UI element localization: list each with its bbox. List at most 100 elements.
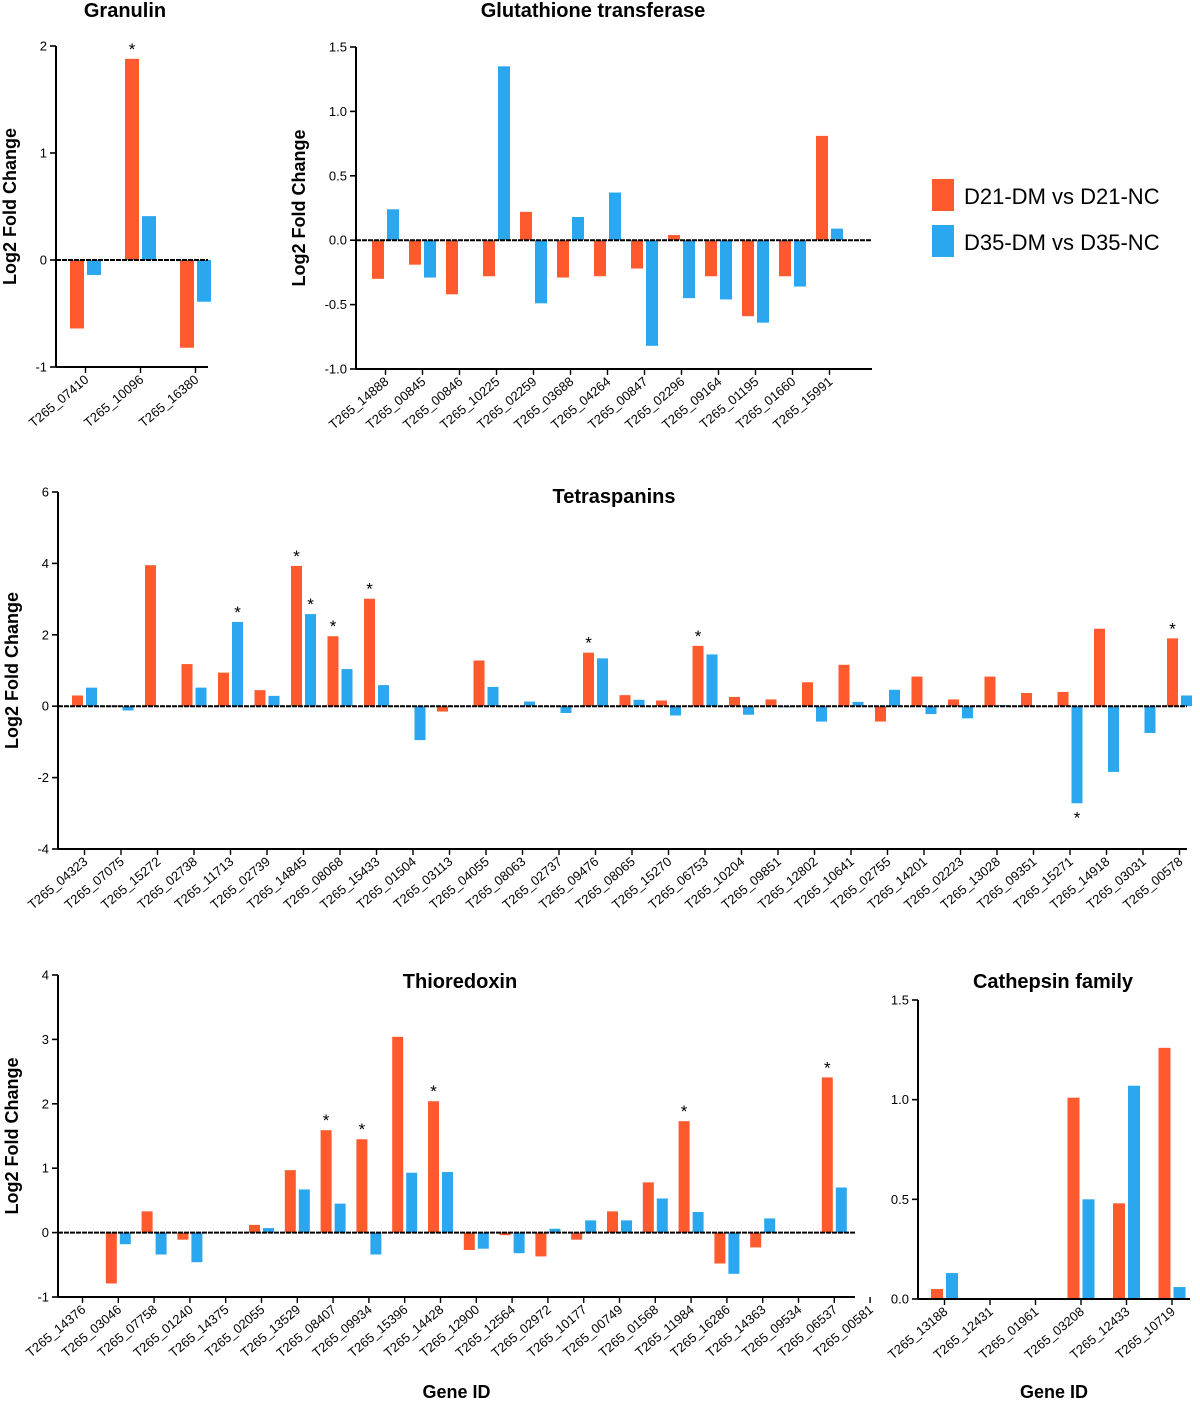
significance-star: *: [681, 1102, 688, 1121]
y-tick-label: 6: [42, 485, 49, 500]
bar-d21-T265_07410: [70, 260, 84, 329]
bar-d21-T265_06537: [821, 1077, 833, 1233]
bar-d21-T265_02296: [668, 235, 680, 241]
bar-d35-T265_01240: [191, 1232, 203, 1263]
y-tick-label: -1.0: [325, 362, 347, 377]
bar-d35-T265_16286: [728, 1232, 740, 1274]
bar-d21-T265_10096: [125, 58, 139, 261]
y-tick-label: 2: [42, 627, 49, 642]
y-tick-label: 2: [40, 39, 47, 54]
bar-d35-T265_08065: [633, 699, 645, 707]
bar-d21-T265_15270: [656, 700, 667, 707]
bar-d35-T265_00578: [1181, 695, 1192, 707]
bar-d21-T265_03208: [1067, 1097, 1080, 1299]
bar-d21-T265_15991: [816, 135, 828, 241]
bar-d21-T265_02755: [875, 706, 886, 722]
bar-d21-T265_13529: [284, 1170, 296, 1233]
bar-d21-T265_02972: [535, 1232, 547, 1257]
y-axis-label: Log2 Fold Change: [289, 130, 309, 287]
y-tick-label: 0.0: [891, 1292, 909, 1307]
bar-d21-T265_08068: [327, 636, 339, 707]
bar-d35-T265_13529: [298, 1189, 310, 1233]
bar-d21-T265_01195: [742, 240, 754, 317]
bar-d21-T265_14918: [1094, 628, 1105, 707]
x-axis-label: Gene ID: [422, 1382, 490, 1402]
bar-d35-T265_02737: [560, 706, 572, 713]
y-tick-label: 1.5: [891, 993, 909, 1008]
significance-star: *: [1169, 619, 1176, 638]
y-tick-label: 0: [42, 1225, 49, 1240]
bar-d21-T265_10641: [838, 664, 850, 707]
bar-d21-T265_02223: [948, 699, 959, 707]
bar-d21-T265_08065: [619, 695, 631, 707]
bar-d21-T265_09476: [583, 652, 594, 707]
bar-d21-T265_03688: [557, 240, 569, 278]
bar-d21-T265_02738: [181, 664, 193, 707]
bar-d21-T265_00749: [607, 1211, 618, 1233]
bar-d35-T265_12564: [513, 1232, 525, 1254]
bar-d35-T265_01660: [794, 240, 806, 287]
bar-d35-T265_16380: [197, 260, 211, 302]
bar-d21-T265_14363: [750, 1232, 762, 1248]
significance-star: *: [323, 1111, 330, 1130]
bar-d35-T265_12433: [1128, 1085, 1140, 1299]
bar-d35-T265_02738: [195, 687, 207, 707]
bar-d35-T265_00845: [424, 240, 436, 278]
x-tick-label: T265_16380: [136, 372, 202, 430]
significance-star: *: [695, 627, 702, 646]
y-axis-label: Log2 Fold Change: [0, 128, 20, 285]
y-tick-label: 4: [42, 556, 49, 571]
bar-d35-T265_02296: [683, 240, 695, 299]
y-tick-label: 1: [42, 1161, 49, 1176]
bar-d35-T265_11713: [232, 621, 243, 707]
y-tick-label: 1.5: [329, 40, 347, 55]
bar-d21-T265_11713: [218, 672, 229, 707]
bar-d21-T265_15271: [1057, 691, 1069, 707]
chart-title: Cathepsin family: [973, 971, 1134, 993]
bar-d35-T265_07075: [122, 706, 134, 711]
y-axis-label: Log2 Fold Change: [2, 592, 22, 749]
bar-d35-T265_14428: [442, 1172, 453, 1233]
bar-d21-T265_09164: [705, 240, 717, 277]
bar-d21-T265_12564: [499, 1232, 511, 1236]
bar-d35-T265_01195: [757, 240, 769, 323]
legend-swatch-d21: [932, 179, 954, 211]
significance-star: *: [307, 595, 314, 614]
x-tick-label: T265_10096: [81, 372, 147, 430]
bar-d21-T265_02259: [520, 211, 532, 241]
bar-d21-T265_10719: [1158, 1047, 1171, 1299]
bar-d35-T265_04055: [487, 686, 499, 707]
legend-swatch-d35: [932, 225, 954, 257]
bar-d35-T265_08063: [524, 701, 535, 707]
y-axis-label: Log2 Fold Change: [2, 1058, 22, 1215]
y-tick-label: -1: [37, 1290, 49, 1305]
chart-glutathione-transferase: Glutathione transferase Log2 Fold Change -…: [289, 0, 872, 432]
significance-star: *: [359, 1120, 366, 1139]
significance-star: *: [1074, 808, 1081, 827]
chart-title: Granulin: [84, 0, 166, 22]
bar-d35-T265_03046: [119, 1232, 131, 1245]
x-axis-label: Gene ID: [1020, 1382, 1088, 1402]
y-tick-label: -1: [35, 360, 47, 375]
bar-d21-T265_04323: [72, 695, 83, 707]
y-tick-label: 0.5: [891, 1192, 909, 1207]
bar-d35-T265_08407: [334, 1203, 346, 1233]
chart-title: Tetraspanins: [553, 486, 676, 508]
y-tick-label: 1: [40, 146, 47, 161]
chart-cathepsin-family: Cathepsin family0.00.51.01.5T265_13188T2…: [885, 971, 1190, 1402]
bar-d35-T265_10177: [585, 1220, 597, 1233]
bar-d21-T265_09851: [765, 699, 777, 707]
bar-d35-T265_10641: [852, 701, 864, 707]
bar-d35-T265_02972: [549, 1228, 561, 1233]
bar-d35-T265_07410: [87, 260, 101, 275]
bar-d35-T265_00749: [621, 1220, 632, 1233]
bar-d35-T265_14363: [764, 1218, 776, 1233]
bar-d21-T265_16286: [714, 1232, 726, 1264]
significance-star: *: [366, 580, 373, 599]
bar-d21-T265_10225: [483, 240, 495, 277]
bar-d21-T265_16380: [180, 260, 194, 348]
bar-d35-T265_06537: [835, 1187, 847, 1233]
bar-d21-T265_01568: [642, 1182, 654, 1233]
bar-d35-T265_02739: [268, 695, 280, 707]
